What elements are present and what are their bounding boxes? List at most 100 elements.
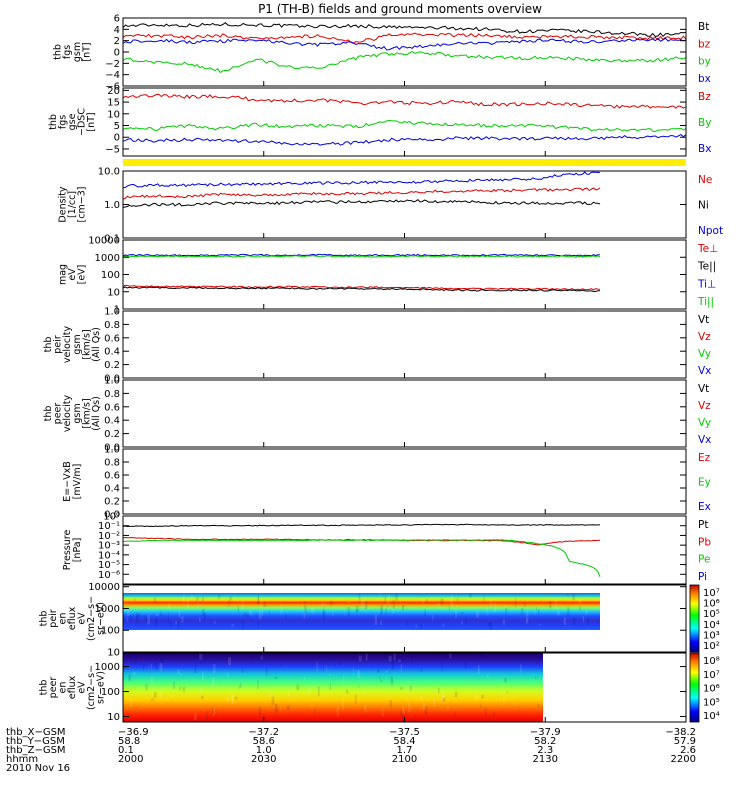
y-tick-label: 10⁻⁵ [98,560,120,571]
y-tick-label: 0.6 [104,402,120,413]
panel-frame [122,515,687,585]
series-line-bx [122,37,687,51]
y-tick-label: 1 [114,305,120,316]
panel-frame [122,379,687,448]
series-line-Npot [122,171,601,189]
colorbar-tick-label: 10⁵ [703,697,720,708]
y-tick-label: 10000 [88,236,120,247]
legend-Pi: Pi [698,571,707,583]
figure-title: P1 (TH-B) fields and ground moments over… [258,2,542,16]
panel-efield: 1.0 0.8 0.6 0.4 0.2 0.0 E=−VxB[mV/m] Ez Ey Ex [62,445,711,521]
legend-Bz: Bz [698,91,711,103]
y-tick-label: 20 [107,86,120,97]
y-tick-label: 0.8 [104,458,120,469]
panel-peer_velocity: 1.0 0.8 0.6 0.4 0.2 0.0thbpeervelocitygsm[km/… [43,376,711,454]
panel-frame [122,448,687,515]
y-axis-label: E=−VxB[mV/m] [62,461,83,502]
y-tick-label: −2 [105,59,120,70]
series-line-By [122,119,687,133]
y-tick-label: 1000 [95,604,120,615]
y-tick-label: 0.6 [104,471,120,482]
panel-frame [122,310,687,379]
legend-bz: bz [698,38,711,50]
y-tick-label: −4 [105,70,120,81]
legend-Bt: Bt [698,21,709,33]
legend-Pb: Pb [698,536,711,548]
ephemeris-value: −37.5 [389,727,420,738]
y-axis-label: thbfgsgse−DSC[nT] [48,108,97,136]
y-tick-label: 100 [101,270,120,281]
legend-Te: Te|| [697,261,716,273]
y-tick-label: 0.8 [104,320,120,331]
legend-Pt: Pt [698,519,708,531]
colorbar-tick-label: 10⁷ [703,670,720,681]
y-tick-label: 0 [114,133,120,144]
panel-peer_spec: 10⁸ 10⁷ 10⁶ 10⁵ 10⁴ 1000 100 10thbpeerenefluxeV… [39,652,720,723]
y-axis-label: thbpeervelocitygsm[km/s](All Qs) [43,395,102,433]
colorbar-tick-label: 10⁶ [703,599,720,610]
ephemeris-value: 2000 [118,754,143,765]
ephemeris-value: 58.6 [253,736,275,747]
ephemeris-value: 57.9 [674,736,696,747]
ephemeris-value: −38.2 [665,727,696,738]
legend-Ey: Ey [698,477,711,489]
legend-Npot: Npot [698,225,723,237]
y-axis-label: thbpeirenefluxeV(cm2−s−sr−eV) [39,596,107,641]
y-tick-label: −6 [105,82,120,93]
y-tick-label: 10 [107,712,120,723]
y-tick-label: 10000 [88,582,120,593]
series-line-Pb [122,536,601,546]
ephemeris-value: 2130 [533,754,558,765]
y-tick-label: 10 [107,287,120,298]
ephemeris-row-label: thb_Z−GSM [6,745,66,756]
yellow-status-bar [123,159,686,166]
series-line-by [122,51,687,74]
legend-Vz: Vz [698,331,711,343]
y-tick-label: 0.2 [104,497,120,508]
y-tick-label: 10 [107,109,120,120]
y-tick-label: 0.2 [104,360,120,371]
y-tick-label: 1.0 [104,307,120,318]
series-line-Pt [122,523,600,528]
colorbar-peer_spec [689,652,700,723]
spectrogram-peer_spec [123,653,543,722]
y-tick-label: 0.0 [104,443,120,454]
y-tick-label: 5 [114,121,120,132]
ephemeris-value: 2030 [251,754,276,765]
legend-Te: Te⊥ [697,243,718,255]
series-line-bz [122,32,687,44]
y-tick-label: 0.4 [104,484,120,495]
y-tick-label: 0.8 [104,389,120,400]
y-tick-label: 1.0 [104,200,120,211]
legend-Vt: Vt [698,383,709,395]
legend-Vx: Vx [698,434,711,446]
y-tick-label: 0.1 [104,234,120,245]
colorbar-tick-label: 10³ [703,630,720,641]
y-axis-label: thbfgsgsm[nT] [53,42,93,62]
ephemeris-value: 1.0 [256,745,272,756]
ephemeris-value: 58.2 [534,736,556,747]
y-tick-label: 1.0 [104,445,120,456]
colorbar-tick-label: 10⁷ [703,588,720,599]
y-tick-label: 4 [114,25,120,36]
y-tick-label: 10⁰ [103,512,120,523]
y-tick-label: 0.4 [104,416,120,427]
series-line-Bt [122,22,687,38]
spectrogram-peir_spec [123,593,600,630]
panel-frame [122,239,687,310]
y-tick-label: 10⁻⁴ [98,550,120,561]
series-line-Ni [122,199,601,208]
y-tick-label: 6 [114,14,120,25]
y-tick-label: 0.6 [104,333,120,344]
legend-Pe: Pe [698,554,710,566]
colorbar-tick-label: 10² [703,641,720,652]
colorbar-tick-label: 10⁴ [703,620,720,631]
series-line-Ne [122,187,601,200]
legend-Ex: Ex [698,501,711,513]
colorbar-tick-label: 10⁸ [703,656,720,667]
ephemeris-row-label: thb_Y−GSM [6,736,65,747]
legend-Vx: Vx [698,365,711,377]
